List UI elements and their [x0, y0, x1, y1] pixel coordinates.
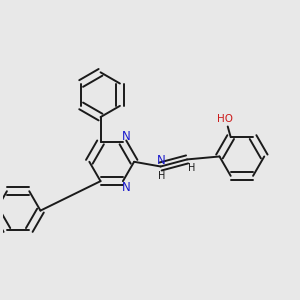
Text: N: N [122, 130, 130, 143]
Text: H: H [188, 163, 196, 173]
Text: HO: HO [217, 114, 233, 124]
Text: H: H [158, 171, 165, 181]
Text: N: N [157, 154, 166, 167]
Text: N: N [122, 181, 130, 194]
